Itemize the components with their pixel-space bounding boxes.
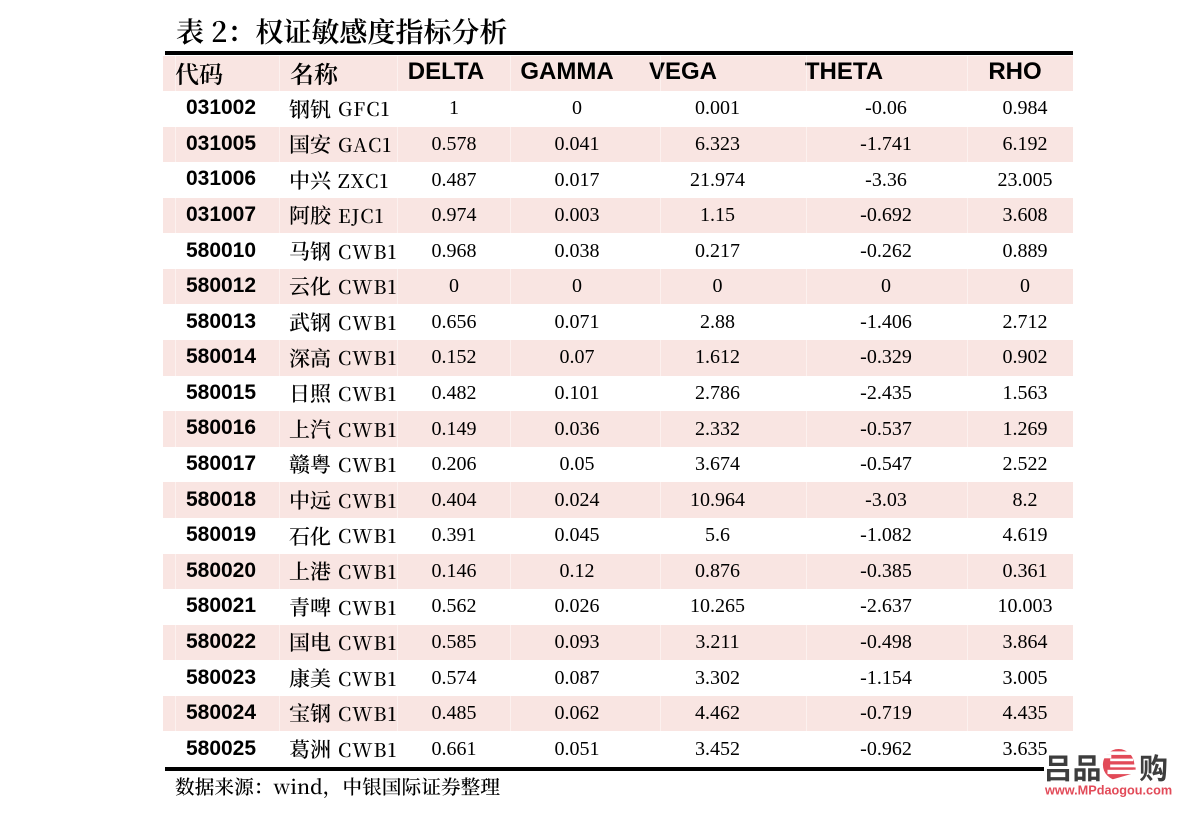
svg-text:www.MPdaogou.com: www.MPdaogou.com — [1044, 784, 1172, 798]
